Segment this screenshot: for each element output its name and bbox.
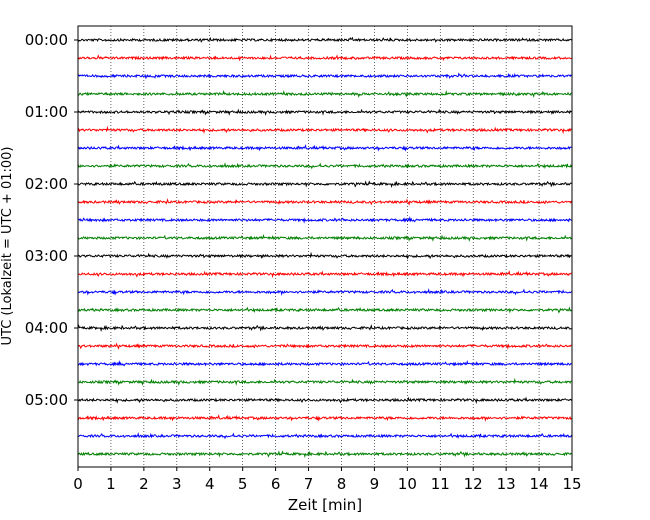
trace-18: [77, 359, 572, 367]
trace-21: [77, 414, 572, 423]
trace-9: [77, 198, 572, 206]
trace-7: [77, 162, 572, 170]
y-tick-label: 05:00: [25, 391, 68, 409]
x-axis: 0 1 2 3 4 5 6 7 8 9 10 11 12 13 14 15: [73, 467, 582, 493]
trace-23: [77, 450, 572, 459]
trace-16: [77, 324, 572, 333]
y-tick-label: 03:00: [25, 247, 68, 265]
y-axis: 00:00 01:00 02:00 03:00 04:00 05:00: [25, 31, 78, 409]
x-tick-label: 12: [464, 475, 483, 493]
x-tick-label: 10: [398, 475, 417, 493]
y-axis-label: UTC (Lokalzeit = UTC + 01:00): [0, 147, 15, 346]
x-tick-label: 1: [106, 475, 116, 493]
trace-5: [77, 125, 572, 135]
x-tick-label: 0: [73, 475, 83, 493]
y-tick-label: 04:00: [25, 319, 68, 337]
x-tick-label: 8: [337, 475, 347, 493]
trace-14: [77, 288, 572, 297]
trace-11: [77, 233, 572, 242]
trace-4: [77, 108, 572, 116]
x-tick-label: 13: [497, 475, 516, 493]
x-tick-label: 9: [370, 475, 380, 493]
x-tick-label: 7: [304, 475, 314, 493]
traces: [77, 36, 572, 459]
x-tick-label: 5: [238, 475, 248, 493]
y-tick-label: 01:00: [25, 103, 68, 121]
x-tick-label: 3: [172, 475, 182, 493]
trace-6: [77, 144, 572, 152]
trace-3: [77, 89, 572, 98]
x-tick-label: 11: [431, 475, 450, 493]
x-tick-label: 2: [139, 475, 149, 493]
plot-frame: [77, 25, 573, 468]
trace-19: [77, 377, 572, 386]
trace-20: [77, 396, 572, 405]
trace-8: [77, 180, 572, 189]
x-tick-label: 4: [205, 475, 215, 493]
trace-12: [77, 251, 572, 260]
trace-13: [77, 270, 572, 279]
x-tick-label: 14: [530, 475, 549, 493]
y-tick-label: 02:00: [25, 175, 68, 193]
trace-0: [77, 36, 572, 43]
trace-2: [77, 72, 572, 80]
x-tick-label: 15: [562, 475, 581, 493]
x-tick-label: 6: [271, 475, 281, 493]
x-axis-label: Zeit [min]: [288, 496, 362, 514]
trace-1: [77, 54, 572, 62]
trace-15: [77, 306, 572, 314]
y-tick-label: 00:00: [25, 31, 68, 49]
trace-17: [77, 342, 572, 350]
trace-22: [77, 432, 572, 440]
trace-10: [77, 216, 572, 224]
